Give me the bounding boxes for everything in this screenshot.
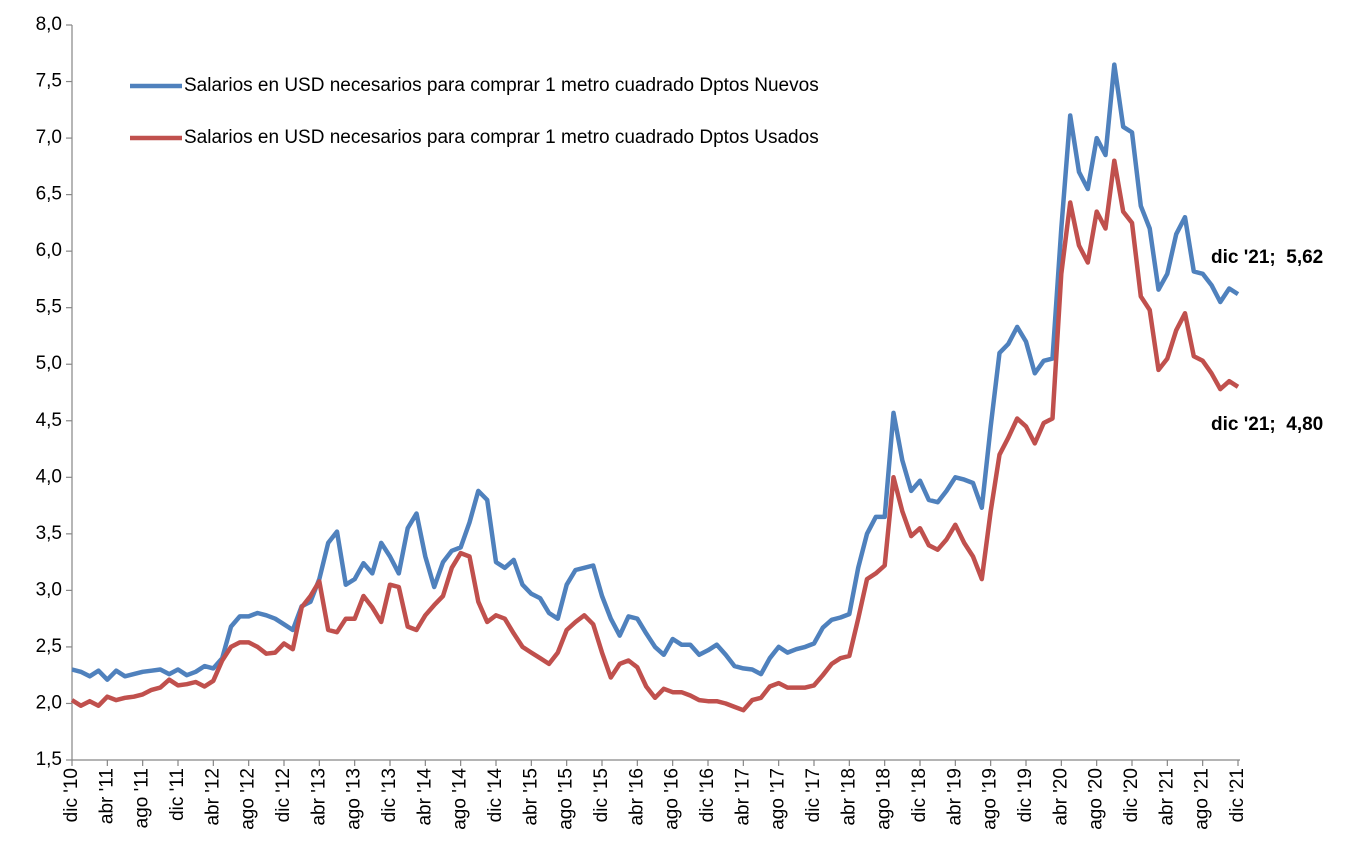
x-tick-label: ago '19	[980, 768, 1001, 830]
y-tick-label: 1,5	[36, 749, 62, 770]
line-series	[70, 158, 1240, 713]
x-tick-label: dic '12	[273, 768, 294, 822]
x-tick-label: abr '11	[96, 768, 117, 824]
y-tick-label: 2,5	[36, 636, 62, 657]
x-tick-label: dic '16	[697, 768, 718, 822]
x-tick-label: ago '20	[1086, 768, 1107, 830]
y-tick-label: 7,5	[36, 71, 62, 92]
x-tick-label: ago '12	[238, 768, 259, 830]
x-tick-label: abr '18	[838, 768, 859, 826]
x-tick-label: dic '13	[379, 768, 400, 822]
x-tick-label: abr '19	[944, 768, 965, 826]
y-tick-label: 4,5	[36, 410, 62, 431]
legend-label: Salarios en USD necesarios para comprar …	[184, 75, 819, 96]
legend-label: Salarios en USD necesarios para comprar …	[184, 127, 819, 148]
y-tick-label: 3,0	[36, 579, 62, 600]
x-tick-label: abr '17	[732, 768, 753, 826]
x-tick-label: dic '17	[803, 768, 824, 822]
x-tick-label: dic '10	[61, 768, 82, 822]
x-tick-label: ago '11	[132, 768, 153, 828]
x-tick-label: dic '18	[909, 768, 930, 822]
y-tick-label: 6,5	[36, 184, 62, 205]
y-tick-label: 5,5	[36, 297, 62, 318]
x-tick-label: abr '16	[626, 768, 647, 826]
y-tick-label: 2,0	[36, 692, 62, 713]
annotation: dic '21; 4,80	[1211, 414, 1323, 435]
x-tick-label: ago '21	[1192, 768, 1213, 830]
x-tick-label: dic '11	[167, 768, 188, 821]
x-tick-label: abr '12	[202, 768, 223, 826]
y-tick-label: 3,5	[36, 523, 62, 544]
y-tick-label: 6,0	[36, 240, 62, 261]
x-tick-label: abr '13	[308, 768, 329, 826]
x-tick-label: abr '20	[1050, 768, 1071, 826]
x-tick-label: ago '15	[556, 768, 577, 830]
y-tick-label: 4,0	[36, 466, 62, 487]
y-tick-label: 7,0	[36, 127, 62, 148]
x-tick-label: dic '19	[1015, 768, 1036, 822]
x-tick-label: abr '15	[520, 768, 541, 826]
x-tick-label: dic '20	[1121, 768, 1142, 822]
x-tick-label: dic '15	[591, 768, 612, 822]
x-tick-label: ago '17	[768, 768, 789, 830]
x-tick-label: ago '14	[450, 768, 471, 830]
x-tick-label: dic '21	[1227, 768, 1248, 822]
x-tick-label: ago '13	[344, 768, 365, 830]
x-tick-label: abr '14	[414, 768, 435, 826]
x-tick-label: abr '21	[1156, 768, 1177, 826]
y-tick-label: 8,0	[36, 14, 62, 35]
line-series	[71, 62, 1240, 682]
x-tick-label: dic '14	[485, 768, 506, 823]
y-tick-label: 5,0	[36, 353, 62, 374]
x-tick-label: ago '16	[662, 768, 683, 830]
x-tick-label: ago '18	[874, 768, 895, 830]
annotation: dic '21; 5,62	[1211, 247, 1323, 268]
